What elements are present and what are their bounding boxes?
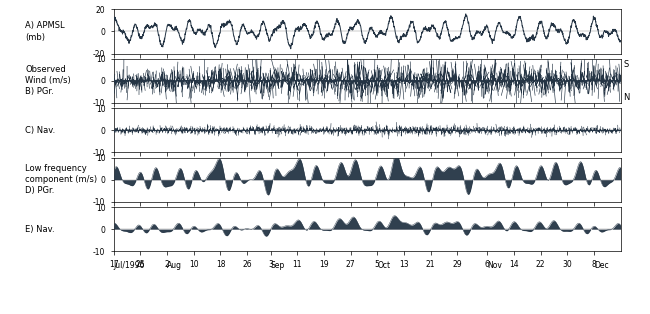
Text: A) APMSL
(mb): A) APMSL (mb) xyxy=(25,21,64,41)
Text: Observed
Wind (m/s)
B) PGr.: Observed Wind (m/s) B) PGr. xyxy=(25,65,71,96)
Text: C) Nav.: C) Nav. xyxy=(25,126,55,135)
Text: E) Nav.: E) Nav. xyxy=(25,225,55,234)
Text: Low frequency
component (m/s)
D) PGr.: Low frequency component (m/s) D) PGr. xyxy=(25,164,97,195)
Text: Sep: Sep xyxy=(270,261,285,270)
Text: Nov: Nov xyxy=(488,261,502,270)
Text: Jul/1996: Jul/1996 xyxy=(114,261,145,270)
Text: S: S xyxy=(623,60,629,69)
Text: Dec: Dec xyxy=(594,261,608,270)
Text: Aug: Aug xyxy=(167,261,182,270)
Text: N: N xyxy=(623,93,630,102)
Text: Oct: Oct xyxy=(377,261,391,270)
